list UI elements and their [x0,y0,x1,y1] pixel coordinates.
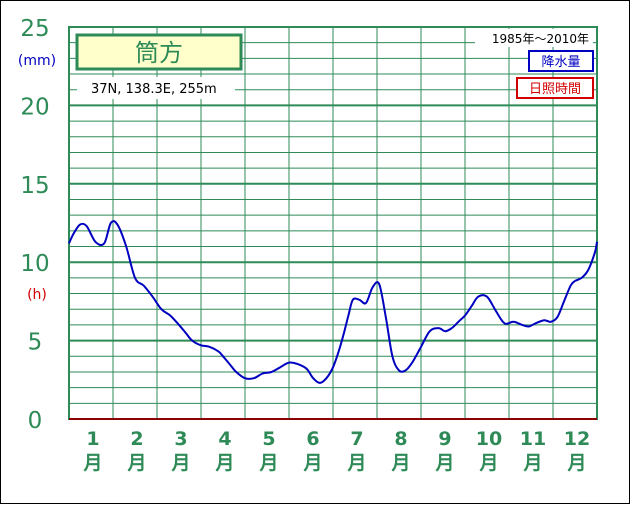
series-layer [68,220,598,384]
chart-title: 筒方 [135,39,183,67]
y-unit-mm: (mm) [18,53,56,69]
y-tick-label: 0 [28,408,43,434]
period-bg [475,29,593,47]
legend-label: 日照時間 [529,82,581,97]
station-info: 37N, 138.3E, 255m [91,82,217,97]
legend-box [528,50,594,72]
series-line-precipitation [68,220,598,384]
axis-labels: 0 5 10 15 20 25 (mm) (h) 1 月 2 月 3 月 4 月 5 月 6 月 7 月 8 月 9 月 10 月 11… [18,16,590,474]
x-tick-label: 11 月 [520,428,546,474]
station-info-bg [77,77,235,99]
y-tick-label: 10 [20,251,49,277]
legend-label: 降水量 [541,55,580,70]
y-tick-label: 25 [20,16,49,42]
x-tick-label: 10 月 [476,428,502,474]
y-tick-label: 5 [28,330,43,356]
y-unit-h: (h) [27,287,47,303]
y-tick-label: 20 [20,94,49,120]
y-tick-label: 15 [20,173,49,199]
x-tick-label: 12 月 [564,428,590,474]
title-box [75,33,243,71]
period-label: 1985年〜2010年 [492,32,589,46]
legend-box [516,77,594,99]
